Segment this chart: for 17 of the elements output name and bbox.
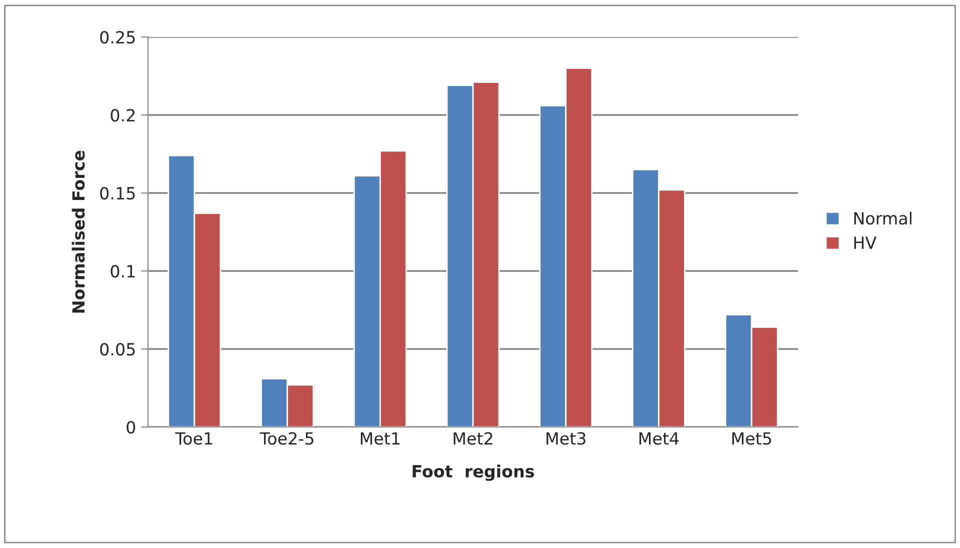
x-axis-title: Foot regions: [412, 464, 534, 481]
x-tick-label: Met1: [360, 432, 400, 445]
y-tick-label: 0.1: [110, 264, 135, 278]
x-tick-label: Met4: [639, 432, 679, 445]
x-tick-label: Met3: [546, 432, 586, 445]
x-tick-label: Met5: [732, 432, 771, 445]
y-tick-label: 0.2: [110, 108, 135, 122]
legend-label: HV: [854, 236, 876, 249]
y-tick-label: 0.25: [100, 30, 135, 44]
x-tick-label: Met2: [454, 432, 492, 445]
legend-label: Normal: [854, 212, 912, 225]
x-tick-label: Toe2-5: [260, 432, 314, 445]
y-tick-label: 0.15: [100, 186, 135, 200]
y-tick-label: 0.05: [100, 342, 135, 356]
x-tick-label: Toe1: [175, 432, 212, 445]
y-axis-title: Normalised Force: [72, 150, 85, 313]
y-tick-label: 0: [126, 420, 136, 434]
